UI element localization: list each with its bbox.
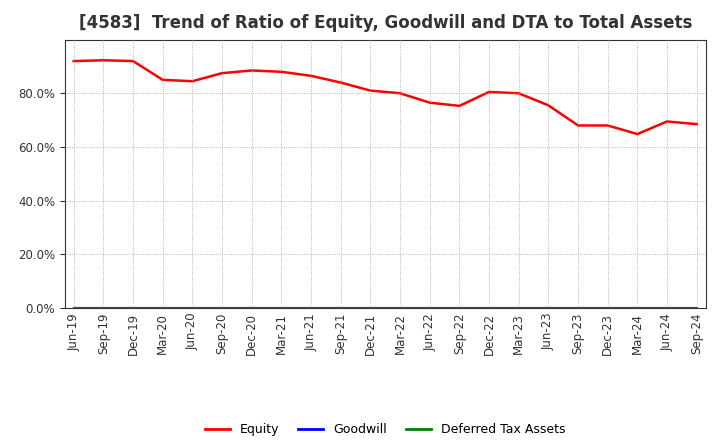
Equity bbox=[366, 88, 374, 93]
Line: Equity: Equity bbox=[73, 60, 697, 134]
Equity bbox=[336, 80, 345, 85]
Goodwill bbox=[277, 305, 286, 311]
Deferred Tax Assets bbox=[277, 305, 286, 311]
Deferred Tax Assets bbox=[455, 305, 464, 311]
Deferred Tax Assets bbox=[396, 305, 405, 311]
Goodwill bbox=[129, 305, 138, 311]
Goodwill bbox=[336, 305, 345, 311]
Goodwill bbox=[455, 305, 464, 311]
Title: [4583]  Trend of Ratio of Equity, Goodwill and DTA to Total Assets: [4583] Trend of Ratio of Equity, Goodwil… bbox=[78, 15, 692, 33]
Equity bbox=[396, 91, 405, 96]
Deferred Tax Assets bbox=[544, 305, 553, 311]
Deferred Tax Assets bbox=[248, 305, 256, 311]
Deferred Tax Assets bbox=[633, 305, 642, 311]
Deferred Tax Assets bbox=[603, 305, 612, 311]
Equity bbox=[99, 58, 108, 63]
Goodwill bbox=[633, 305, 642, 311]
Deferred Tax Assets bbox=[662, 305, 671, 311]
Deferred Tax Assets bbox=[188, 305, 197, 311]
Goodwill bbox=[69, 305, 78, 311]
Deferred Tax Assets bbox=[574, 305, 582, 311]
Equity bbox=[307, 73, 315, 78]
Deferred Tax Assets bbox=[158, 305, 167, 311]
Deferred Tax Assets bbox=[129, 305, 138, 311]
Deferred Tax Assets bbox=[693, 305, 701, 311]
Goodwill bbox=[248, 305, 256, 311]
Goodwill bbox=[514, 305, 523, 311]
Equity bbox=[217, 70, 226, 76]
Goodwill bbox=[99, 305, 108, 311]
Legend: Equity, Goodwill, Deferred Tax Assets: Equity, Goodwill, Deferred Tax Assets bbox=[200, 418, 570, 440]
Equity bbox=[129, 59, 138, 64]
Goodwill bbox=[662, 305, 671, 311]
Deferred Tax Assets bbox=[366, 305, 374, 311]
Equity bbox=[514, 91, 523, 96]
Equity bbox=[485, 89, 493, 95]
Equity bbox=[662, 119, 671, 124]
Equity bbox=[158, 77, 167, 82]
Equity bbox=[455, 103, 464, 109]
Equity bbox=[603, 123, 612, 128]
Deferred Tax Assets bbox=[217, 305, 226, 311]
Equity bbox=[277, 69, 286, 74]
Equity bbox=[188, 79, 197, 84]
Goodwill bbox=[217, 305, 226, 311]
Equity bbox=[69, 59, 78, 64]
Equity bbox=[633, 132, 642, 137]
Goodwill bbox=[485, 305, 493, 311]
Equity bbox=[544, 103, 553, 108]
Equity bbox=[574, 123, 582, 128]
Deferred Tax Assets bbox=[514, 305, 523, 311]
Goodwill bbox=[366, 305, 374, 311]
Deferred Tax Assets bbox=[336, 305, 345, 311]
Deferred Tax Assets bbox=[485, 305, 493, 311]
Equity bbox=[248, 68, 256, 73]
Goodwill bbox=[544, 305, 553, 311]
Deferred Tax Assets bbox=[69, 305, 78, 311]
Equity bbox=[693, 121, 701, 127]
Goodwill bbox=[307, 305, 315, 311]
Deferred Tax Assets bbox=[99, 305, 108, 311]
Goodwill bbox=[574, 305, 582, 311]
Deferred Tax Assets bbox=[307, 305, 315, 311]
Goodwill bbox=[396, 305, 405, 311]
Goodwill bbox=[603, 305, 612, 311]
Goodwill bbox=[426, 305, 434, 311]
Goodwill bbox=[188, 305, 197, 311]
Deferred Tax Assets bbox=[426, 305, 434, 311]
Goodwill bbox=[693, 305, 701, 311]
Goodwill bbox=[158, 305, 167, 311]
Equity bbox=[426, 100, 434, 105]
